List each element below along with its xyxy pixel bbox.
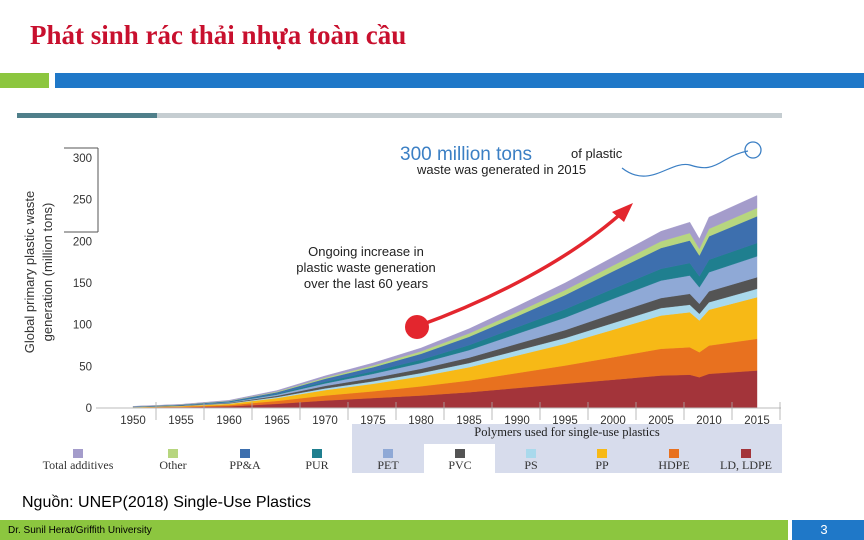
x-tick-label: 1965 <box>264 415 290 427</box>
x-tick-label: 1990 <box>504 415 530 427</box>
legend-swatch-ps <box>526 449 536 458</box>
x-tick-label: 1975 <box>360 415 386 427</box>
annotation-waste-generated-2015: waste was generated in 2015 <box>416 162 586 177</box>
figure-top-rule-light <box>157 113 782 118</box>
legend-label-other: Other <box>159 458 186 472</box>
y-axis-label-line-2: generation (million tons) <box>40 203 55 342</box>
x-tick-label: 1955 <box>168 415 194 427</box>
trend-arrow-shaft <box>417 208 627 328</box>
legend-label-hdpe: HDPE <box>658 458 689 472</box>
title-accent-green-bar <box>0 73 49 88</box>
y-tick-label: 100 <box>73 320 92 332</box>
page-number-box <box>792 520 864 540</box>
y-tick-label: 150 <box>73 278 92 290</box>
source-citation: Nguồn: UNEP(2018) Single-Use Plastics <box>22 494 312 511</box>
x-tick-label: 1985 <box>456 415 482 427</box>
x-tick-label: 1980 <box>408 415 434 427</box>
legend-swatch-pet <box>383 449 393 458</box>
legend-pvc-highlight <box>424 444 495 473</box>
single-use-legend-panel <box>352 424 782 473</box>
title-accent-blue-bar <box>55 73 864 88</box>
slide-title: Phát sinh rác thải nhựa toàn cầu <box>30 20 407 50</box>
page-number: 3 <box>820 522 828 537</box>
annotation-300-million-tons: 300 million tons <box>400 144 532 165</box>
legend-title: Polymers used for single-use plastics <box>474 425 660 439</box>
legend-label-pur: PUR <box>305 458 328 472</box>
y-axis-label-line-1: Global primary plastic waste <box>22 191 37 354</box>
legend-swatch-pur <box>312 449 322 458</box>
legend-swatch-pvc <box>455 449 465 458</box>
annotation-of-plastic: of plastic <box>571 146 623 161</box>
footer-bar <box>0 520 788 540</box>
callout-connector <box>621 150 749 177</box>
x-tick-label: 1950 <box>120 415 146 427</box>
legend-swatch-total-additives <box>73 449 83 458</box>
annotation-ongoing-increase-line-3: over the last 60 years <box>304 276 429 291</box>
legend-label-ps: PS <box>524 458 537 472</box>
x-tick-label: 2015 <box>744 415 770 427</box>
x-tick-label: 2000 <box>600 415 626 427</box>
annotation-ongoing-increase-line-2: plastic waste generation <box>296 260 435 275</box>
legend-swatch-ld-ldpe <box>741 449 751 458</box>
peak-2015-marker <box>744 141 762 159</box>
x-tick-label: 1970 <box>312 415 338 427</box>
legend-swatch-other <box>168 449 178 458</box>
y-tick-label: 50 <box>79 361 92 373</box>
x-tick-label: 2010 <box>696 415 722 427</box>
legend-label-ld-ldpe: LD, LDPE <box>720 458 772 472</box>
trend-arrow-head <box>612 203 633 222</box>
area-series-total-additives <box>132 195 758 407</box>
y-tick-label: 300 <box>73 153 92 165</box>
footer-author: Dr. Sunil Herat/Griffith University <box>8 525 152 536</box>
y-tick-label: 0 <box>86 403 92 415</box>
y-tick-label: 250 <box>73 195 92 207</box>
legend-swatch-pp-a <box>240 449 250 458</box>
x-tick-label: 2005 <box>648 415 674 427</box>
legend-label-pet: PET <box>377 458 399 472</box>
legend-label-total-additives: Total additives <box>43 458 114 472</box>
x-tick-label: 1960 <box>216 415 242 427</box>
trend-start-dot <box>405 315 429 339</box>
x-tick-label: 1995 <box>552 415 578 427</box>
legend-swatch-pp <box>597 449 607 458</box>
figure-top-rule-dark <box>17 113 157 118</box>
y-tick-label: 200 <box>73 236 92 248</box>
legend-label-pp-a: PP&A <box>229 458 261 472</box>
legend-label-pvc: PVC <box>448 458 471 472</box>
legend-swatch-hdpe <box>669 449 679 458</box>
legend-label-pp: PP <box>595 458 609 472</box>
annotation-ongoing-increase-line-1: Ongoing increase in <box>308 244 424 259</box>
